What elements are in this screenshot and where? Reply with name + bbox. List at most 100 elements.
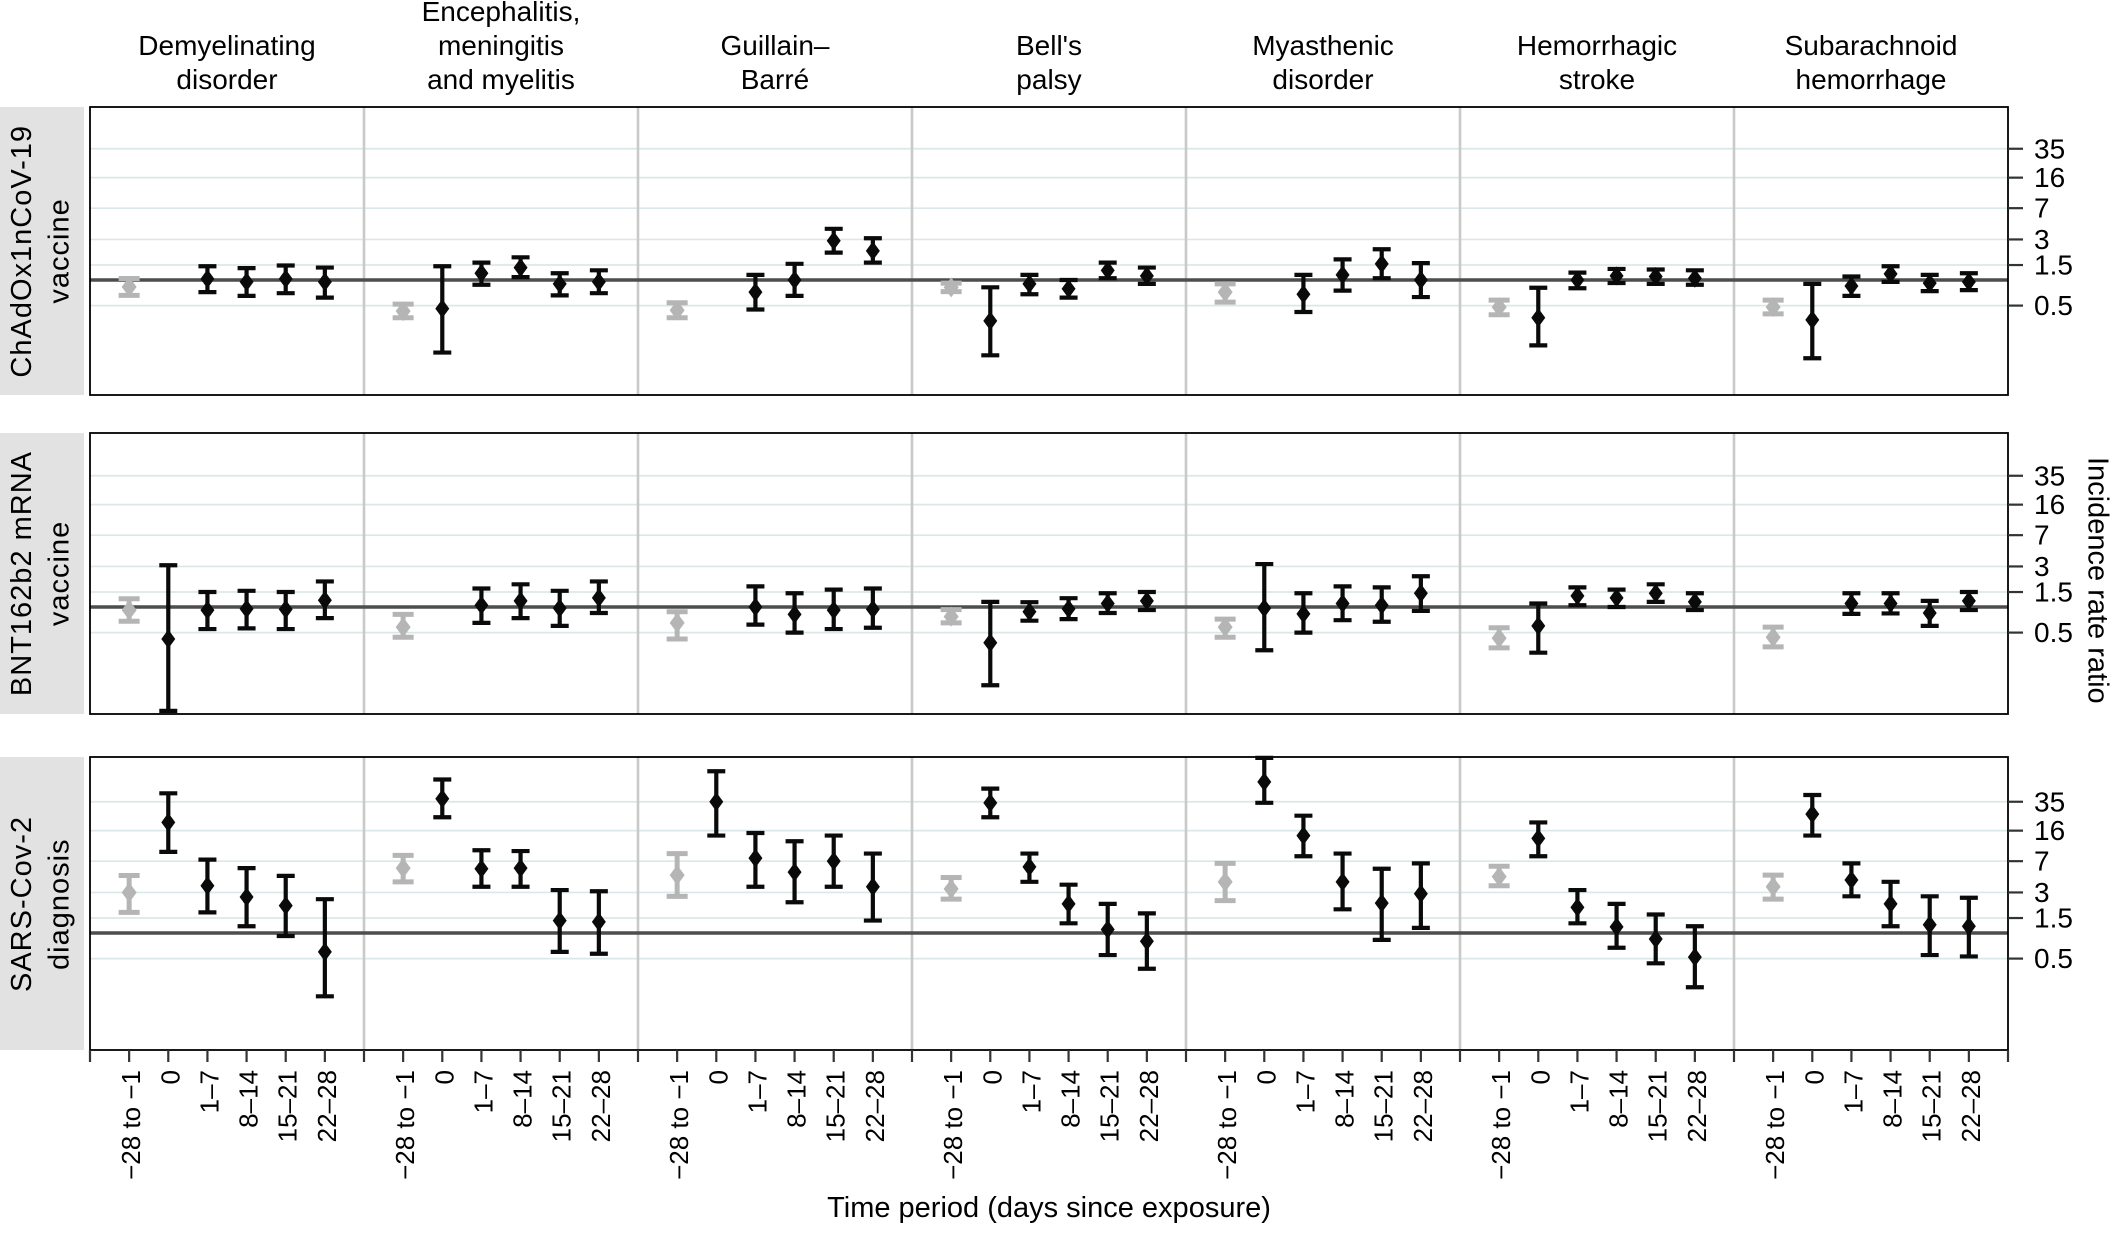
errorbar-point [785,261,804,299]
errorbar-point [1137,589,1156,613]
errorbar-point [159,563,178,713]
point-marker-diamond [1961,916,1976,936]
column-header-bells-palsy: Bell's palsy [1015,29,1083,95]
x-tick-label: 1–7 [1016,1070,1046,1113]
outcome-panel-3 [940,786,1156,971]
errorbar-point [1881,591,1900,616]
errorbar-point [1959,895,1978,959]
point-marker-diamond [395,858,411,879]
errorbar-point [824,226,843,255]
outcome-panel-5 [1488,820,1704,990]
point-marker-diamond [1061,599,1076,619]
errorbar-point [1372,866,1391,942]
errorbar-point [824,833,843,889]
errorbar-point [1294,272,1313,315]
panel-frame [89,106,2009,396]
point-marker-diamond [943,277,959,298]
y-tick-label: 3 [2034,224,2050,255]
x-tick-label: 15–21 [1369,1070,1399,1142]
x-tick-label: 15–21 [273,1070,303,1142]
point-marker-diamond [1100,919,1115,939]
x-tick-label: 0 [155,1070,185,1084]
x-tick-label: 8–14 [234,1070,264,1128]
point-marker-diamond [591,272,606,292]
errorbar-point [237,266,256,299]
point-marker-diamond [591,912,606,932]
panel-frame [89,756,2009,1051]
baseline-errorbar-point [940,606,962,627]
errorbar-point [1803,792,1822,838]
x-tick-label: 22–28 [586,1070,616,1142]
errorbar-point [198,857,217,915]
point-marker-diamond [1570,586,1585,606]
x-tick-label: −28 to −1 [664,1070,694,1180]
baseline-errorbar-point [666,300,688,321]
point-marker-diamond [278,269,293,289]
x-tick-label: 22–28 [1682,1070,1712,1142]
point-marker-diamond [1374,893,1389,913]
column-header-guillain-barre: Guillain– Barré [720,29,830,95]
column-header-myasthenic-disorder: Myasthenic disorder [1252,29,1394,95]
errorbar-point [1059,277,1078,300]
x-tick-label: 22–28 [1134,1070,1164,1142]
data-row-1 [118,561,1978,713]
x-tick-label: −28 to −1 [1486,1070,1516,1180]
errorbar-point [237,866,256,929]
point-marker-diamond [1335,593,1350,613]
column-header-subarachnoid-hemorrhage: Subarachnoid hemorrhage [1784,29,1958,95]
errorbar-point [785,591,804,635]
baseline-errorbar-point [1762,624,1784,650]
errorbar-point [1294,813,1313,859]
point-marker-diamond [1296,284,1311,304]
point-marker-diamond [748,282,763,302]
point-marker-diamond [200,269,215,289]
y-axis-title: Incidence rate ratio [2081,456,2114,704]
data-row-2 [118,755,1978,999]
baseline-errorbar-point [1762,297,1784,318]
y-tick-label: 0.5 [2034,943,2073,974]
errorbar-point [1059,596,1078,622]
point-marker-diamond [1805,804,1820,824]
errorbar-point [1881,264,1900,284]
point-marker-diamond [1139,931,1154,951]
point-marker-diamond [1413,884,1428,904]
point-marker-diamond [943,606,959,627]
outcome-panel-6 [1762,792,1978,959]
errorbar-point [276,873,295,939]
baseline-errorbar-point [666,851,688,899]
point-marker-diamond [1257,772,1272,792]
point-marker-diamond [317,272,332,292]
errorbar-point [1646,582,1665,604]
errorbar-point [1098,260,1117,281]
point-marker-diamond [943,878,959,899]
errorbar-point [746,830,765,889]
point-marker-diamond [278,896,293,916]
point-marker-diamond [317,942,332,962]
point-marker-diamond [395,301,411,322]
point-marker-diamond [1570,270,1585,290]
point-marker-diamond [826,231,841,251]
point-marker-diamond [709,792,724,812]
errorbar-point [1920,598,1939,628]
errorbar-point [1020,272,1039,297]
errorbar-point [1529,820,1548,859]
y-tick-label: 16 [2034,489,2065,520]
errorbar-point [785,839,804,905]
row-label-sars-cov-2: SARS-Cov-2 diagnosis [6,815,76,992]
x-tick-label: 15–21 [547,1070,577,1142]
point-marker-diamond [1139,266,1154,286]
point-marker-diamond [239,272,254,292]
errorbar-point [824,587,843,632]
point-marker-diamond [1296,604,1311,624]
errorbar-point [1137,911,1156,971]
point-marker-diamond [1413,583,1428,603]
errorbar-point [1411,861,1430,930]
outcome-panel-1 [392,255,608,355]
x-tick-label: 22–28 [312,1070,342,1142]
point-marker-diamond [1061,279,1076,299]
errorbar-point [472,848,491,889]
errorbar-point [550,271,569,298]
errorbar-point [1803,281,1822,361]
errorbar-point [589,579,608,616]
